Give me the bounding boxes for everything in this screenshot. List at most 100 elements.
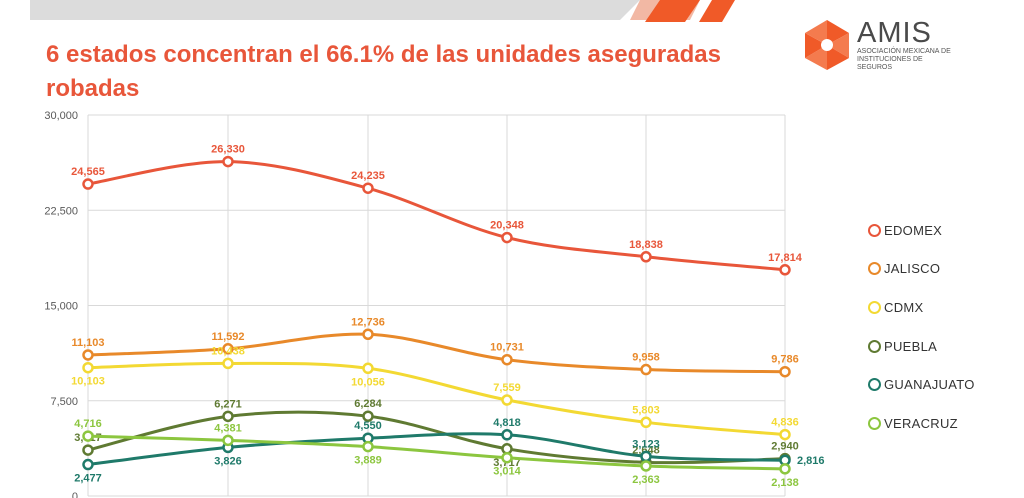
legend-marker <box>868 262 881 276</box>
legend-label: CDMX <box>884 299 924 315</box>
y-tick-label: 0 <box>72 491 78 498</box>
data-label: 2,477 <box>74 473 102 485</box>
series-line <box>87 160 786 272</box>
data-point <box>501 443 513 455</box>
data-point <box>640 416 652 429</box>
y-tick-label: 30,000 <box>44 110 78 122</box>
data-point <box>640 363 652 376</box>
logo-subtitle: ASOCIACIÓN MEXICANA DE INSTITUCIONES DE … <box>857 48 951 71</box>
data-point <box>362 440 374 453</box>
data-label: 24,235 <box>351 170 385 182</box>
data-point <box>501 353 513 366</box>
data-point <box>222 357 234 370</box>
data-label: 11,103 <box>71 337 104 349</box>
data-point <box>779 264 791 276</box>
data-point <box>82 430 94 442</box>
data-point <box>779 463 791 475</box>
data-point <box>222 410 234 423</box>
legend-label: EDOMEX <box>884 222 943 238</box>
data-point <box>222 155 234 168</box>
y-tick-label: 7,500 <box>50 396 78 408</box>
data-label: 3,014 <box>493 466 521 478</box>
data-label: 3,826 <box>214 455 242 467</box>
data-label: 12,736 <box>351 316 385 328</box>
legend-item: GUANAJUATO <box>868 365 1018 404</box>
data-point <box>362 328 374 341</box>
page-title: 6 estados concentran el 66.1% de las uni… <box>46 41 721 102</box>
data-label: 20,348 <box>490 220 524 232</box>
series-line <box>87 432 786 467</box>
data-label: 17,814 <box>768 252 803 264</box>
data-label: 2,363 <box>632 474 660 486</box>
data-label: 2,648 <box>632 444 660 456</box>
amis-logo <box>805 20 849 70</box>
data-point <box>222 343 234 355</box>
data-label: 10,056 <box>351 376 385 388</box>
data-label: 11,592 <box>211 331 244 343</box>
data-point <box>362 362 374 375</box>
data-label: 10,103 <box>71 376 105 388</box>
y-tick-label: 22,500 <box>44 205 78 217</box>
data-point <box>501 429 513 441</box>
legend-marker <box>868 416 881 430</box>
data-point <box>362 182 374 194</box>
data-label: 4,550 <box>354 420 382 432</box>
data-label: 4,381 <box>214 422 242 434</box>
data-point <box>501 231 513 244</box>
data-point <box>362 410 374 422</box>
data-label: 4,836 <box>771 417 799 429</box>
legend-marker <box>868 339 881 353</box>
data-point <box>82 444 94 456</box>
series-line <box>87 434 786 471</box>
data-point <box>640 450 652 463</box>
data-point <box>779 428 791 441</box>
legend-label: GUANAJUATO <box>884 377 975 393</box>
legend-marker <box>868 223 881 237</box>
legend-item: CDMX <box>868 288 1018 327</box>
data-point <box>82 361 94 374</box>
chart-legend: EDOMEX JALISCO CDMX PUEBLA GUANAJUATO VERACRU… <box>868 211 1018 443</box>
series-line <box>87 361 786 437</box>
legend-item: JALISCO <box>868 250 1018 289</box>
top-decorative-bar <box>30 0 735 22</box>
data-point <box>779 365 791 378</box>
data-point <box>640 460 652 472</box>
data-point <box>82 178 94 190</box>
legend-label: PUEBLA <box>884 338 938 354</box>
data-label: 2,940 <box>771 441 799 453</box>
data-point <box>222 434 234 447</box>
data-point <box>82 349 94 361</box>
data-point <box>501 451 513 464</box>
legend-item: VERACRUZ <box>868 404 1018 443</box>
data-label: 2,816 <box>797 455 825 467</box>
data-label: 26,330 <box>211 144 245 156</box>
data-label: 18,838 <box>629 239 663 251</box>
legend-label: VERACRUZ <box>884 415 958 431</box>
data-label: 10,731 <box>490 342 524 354</box>
data-label: 5,803 <box>632 404 660 416</box>
legend-label: JALISCO <box>884 261 941 277</box>
data-point <box>82 458 94 471</box>
series-line <box>87 332 786 374</box>
data-label: 7,559 <box>493 382 521 394</box>
data-label: 9,958 <box>632 352 660 364</box>
data-label: 24,565 <box>71 166 105 178</box>
legend-marker <box>868 378 881 392</box>
data-label: 6,284 <box>354 398 382 410</box>
series-line <box>87 410 786 465</box>
data-label: 9,786 <box>771 354 799 366</box>
data-label: 3,123 <box>632 438 660 450</box>
amis-logo-mark <box>805 20 849 70</box>
amis-logo-text: AMIS ASOCIACIÓN MEXICANA DE INSTITUCIONE… <box>857 18 957 72</box>
data-label: 3,889 <box>354 455 382 467</box>
data-label: 4,818 <box>493 417 521 429</box>
legend-marker <box>868 300 881 314</box>
data-point <box>640 251 652 263</box>
data-label: 2,138 <box>771 477 799 489</box>
legend-item: PUEBLA <box>868 327 1018 366</box>
data-point <box>501 394 513 406</box>
data-label: 6,271 <box>214 398 242 410</box>
data-label: 4,716 <box>74 418 102 430</box>
legend-item: EDOMEX <box>868 211 1018 250</box>
